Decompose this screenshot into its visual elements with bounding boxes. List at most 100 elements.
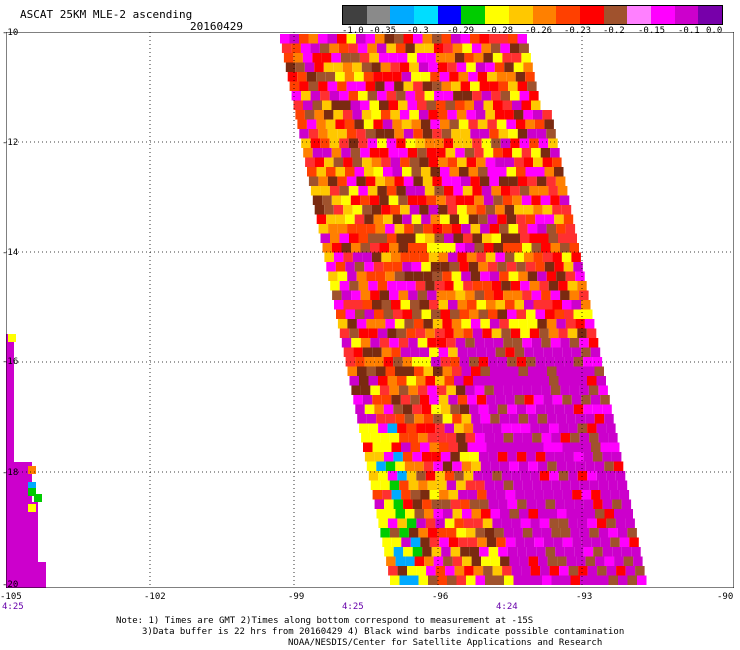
swath-cell <box>452 556 463 566</box>
swath-cell <box>537 461 548 471</box>
swath-cell <box>344 119 355 129</box>
swath-cell <box>385 271 395 281</box>
swath-cell <box>550 385 561 395</box>
swath-cell <box>478 262 488 272</box>
swath-cell <box>556 319 566 329</box>
swath-cell <box>621 499 632 509</box>
swath-cell <box>432 271 443 281</box>
swath-cell <box>382 490 392 500</box>
swath-cell <box>415 281 426 291</box>
swath-cell <box>353 395 363 405</box>
swath-cell <box>410 490 421 500</box>
swath-cell <box>376 366 386 376</box>
swath-cell <box>540 195 551 205</box>
swath-cell <box>530 376 540 386</box>
swath-cell <box>471 509 481 519</box>
swath-cell <box>371 110 381 120</box>
swath-cell <box>397 471 407 481</box>
swath-cell <box>421 214 431 224</box>
swath-cell <box>372 300 382 310</box>
swath-cell <box>426 100 436 110</box>
swath-cell <box>376 414 386 424</box>
swath-cell <box>623 556 634 566</box>
swath-cell <box>570 480 580 490</box>
swath-cell <box>394 176 404 186</box>
swath-cell <box>481 509 491 519</box>
swath-cell <box>482 376 492 386</box>
swath-cell <box>545 499 556 509</box>
swath-cell <box>369 148 380 158</box>
swath-cell <box>455 100 465 110</box>
swath-cell <box>480 271 490 281</box>
swath-cell <box>569 385 580 395</box>
swath-cell <box>496 537 506 547</box>
swath-cell <box>482 518 493 528</box>
swath-cell <box>564 309 574 319</box>
swath-cell <box>461 271 471 281</box>
colorbar-segment <box>437 6 462 24</box>
strip-block <box>6 334 14 462</box>
swath-cell <box>533 252 543 262</box>
swath-cell <box>369 53 379 63</box>
swath-cell <box>522 338 532 348</box>
swath-cell <box>502 148 513 158</box>
swath-cell <box>444 423 455 433</box>
swath-cell <box>443 186 454 196</box>
swath-cell <box>356 129 366 139</box>
swath-cell <box>503 290 513 300</box>
swath-cell <box>351 338 361 348</box>
swath-cell <box>468 214 479 224</box>
swath-cell <box>417 338 428 348</box>
swath-cell <box>597 566 607 576</box>
swath-cell <box>499 224 509 234</box>
swath-cell <box>404 461 415 471</box>
swath-cell <box>475 528 485 538</box>
swath-cell <box>384 499 394 509</box>
swath-cell <box>600 395 610 405</box>
swath-cell <box>529 328 540 338</box>
map-date: 20160429 <box>190 20 243 33</box>
swath-cell <box>506 262 517 272</box>
swath-cell <box>395 414 405 424</box>
swath-cell <box>403 129 414 139</box>
swath-cell <box>610 537 620 547</box>
swath-cell <box>437 575 447 585</box>
swath-cell <box>305 157 315 167</box>
swath-cell <box>408 433 419 443</box>
swath-cell <box>562 490 573 500</box>
colorbar-segment <box>650 6 675 24</box>
swath-cell <box>392 72 402 82</box>
swath-cell <box>321 53 332 63</box>
swath-cell <box>614 556 624 566</box>
swath-cell <box>481 43 491 53</box>
swath-cell <box>412 547 423 557</box>
swath-cell <box>515 72 526 82</box>
swath-cell <box>606 423 616 433</box>
swath-cell <box>550 338 561 348</box>
swath-cell <box>348 43 358 53</box>
swath-cell <box>542 205 553 215</box>
swath-cell <box>566 556 577 566</box>
swath-cell <box>539 233 549 243</box>
swath-cell <box>558 376 568 386</box>
swath-cell <box>478 214 488 224</box>
swath-cell <box>414 461 424 471</box>
swath-cell <box>575 366 585 376</box>
swath-cell <box>539 423 550 433</box>
y-axis-label: -12 <box>2 138 19 148</box>
colorbar-segment <box>674 6 699 24</box>
swath-cell <box>358 281 369 291</box>
swath-cell <box>443 556 453 566</box>
swath-cell <box>480 366 490 376</box>
swath-cell <box>507 357 517 367</box>
swath-cell <box>551 528 561 538</box>
swath-cell <box>554 214 564 224</box>
swath-cell <box>435 376 445 386</box>
swath-cell <box>337 34 347 44</box>
swath-cell <box>458 119 469 129</box>
swath-cell <box>498 34 508 44</box>
swath-cell <box>406 328 416 338</box>
swath-cell <box>577 471 588 481</box>
swath-cell <box>486 300 496 310</box>
swath-cell <box>579 385 589 395</box>
